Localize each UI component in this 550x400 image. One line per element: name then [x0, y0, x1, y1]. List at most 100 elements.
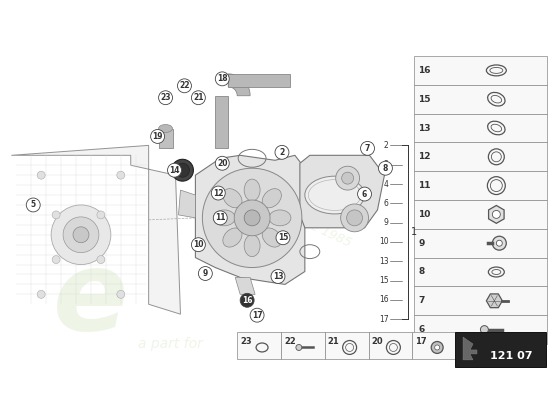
- Circle shape: [361, 142, 375, 155]
- Text: 20: 20: [371, 337, 383, 346]
- Circle shape: [340, 204, 368, 232]
- Circle shape: [276, 231, 290, 245]
- Circle shape: [151, 130, 164, 143]
- Text: 15: 15: [379, 276, 388, 285]
- Polygon shape: [235, 278, 255, 294]
- Circle shape: [234, 200, 270, 236]
- Circle shape: [52, 211, 60, 219]
- Circle shape: [202, 168, 302, 268]
- Circle shape: [117, 171, 125, 179]
- Text: 16: 16: [379, 295, 388, 304]
- Text: 13: 13: [418, 124, 431, 132]
- Bar: [237, 332, 281, 359]
- Text: 17: 17: [415, 337, 427, 346]
- Text: 2: 2: [384, 141, 388, 150]
- Circle shape: [37, 171, 45, 179]
- Text: 8: 8: [418, 268, 425, 276]
- Bar: [412, 332, 456, 359]
- Bar: [414, 171, 547, 200]
- Circle shape: [215, 72, 229, 86]
- Ellipse shape: [262, 228, 282, 247]
- Text: 12: 12: [213, 188, 223, 198]
- Circle shape: [73, 227, 89, 243]
- Bar: [414, 229, 547, 258]
- Text: 21: 21: [328, 337, 339, 346]
- Ellipse shape: [305, 176, 365, 214]
- Polygon shape: [12, 145, 180, 314]
- Circle shape: [275, 145, 289, 159]
- Text: 7: 7: [365, 144, 370, 153]
- Ellipse shape: [262, 189, 282, 208]
- Polygon shape: [228, 74, 290, 87]
- Text: 4: 4: [383, 180, 388, 188]
- Text: 121 07: 121 07: [490, 351, 532, 361]
- Circle shape: [431, 342, 443, 354]
- Circle shape: [358, 187, 371, 201]
- Text: 6: 6: [383, 199, 388, 208]
- Circle shape: [211, 186, 226, 200]
- Bar: [414, 85, 547, 114]
- Circle shape: [172, 159, 194, 181]
- Circle shape: [97, 211, 105, 219]
- Ellipse shape: [244, 179, 260, 201]
- Text: a part for: a part for: [138, 337, 203, 351]
- Text: 23: 23: [240, 337, 252, 346]
- Circle shape: [434, 345, 439, 350]
- Ellipse shape: [223, 228, 242, 247]
- Text: 21: 21: [193, 93, 204, 102]
- Text: 6: 6: [362, 190, 367, 198]
- Ellipse shape: [213, 210, 235, 226]
- Text: 9: 9: [203, 269, 208, 278]
- Text: 14: 14: [169, 166, 180, 175]
- Circle shape: [336, 166, 360, 190]
- Bar: [414, 56, 547, 85]
- Bar: [414, 258, 547, 286]
- Circle shape: [117, 290, 125, 298]
- Circle shape: [244, 210, 260, 226]
- Circle shape: [296, 344, 302, 350]
- Circle shape: [199, 266, 212, 280]
- Circle shape: [480, 326, 488, 334]
- Bar: [414, 200, 547, 229]
- Circle shape: [63, 217, 99, 253]
- Polygon shape: [463, 337, 477, 360]
- Text: 9: 9: [418, 239, 425, 248]
- Circle shape: [213, 211, 227, 225]
- Circle shape: [250, 308, 264, 322]
- Circle shape: [240, 293, 254, 307]
- Text: 6: 6: [418, 325, 425, 334]
- Bar: [324, 332, 369, 359]
- Circle shape: [178, 79, 191, 93]
- Text: 20: 20: [217, 159, 228, 168]
- Text: 22: 22: [179, 81, 190, 90]
- Text: 16: 16: [418, 66, 431, 75]
- Text: since 1985: since 1985: [286, 210, 354, 250]
- Circle shape: [492, 210, 500, 218]
- Text: 18: 18: [217, 74, 228, 83]
- Ellipse shape: [244, 235, 260, 257]
- Text: 1: 1: [411, 227, 417, 237]
- Text: 22: 22: [284, 337, 296, 346]
- Polygon shape: [158, 128, 173, 148]
- Text: 3: 3: [383, 160, 388, 169]
- Text: 17: 17: [379, 315, 388, 324]
- Circle shape: [492, 236, 507, 250]
- Circle shape: [158, 91, 173, 105]
- Circle shape: [342, 172, 354, 184]
- Text: 16: 16: [242, 296, 252, 305]
- Circle shape: [191, 238, 205, 252]
- Text: 11: 11: [215, 213, 226, 222]
- Text: 7: 7: [418, 296, 425, 305]
- Text: e: e: [53, 246, 129, 353]
- Polygon shape: [488, 206, 504, 223]
- Bar: [281, 332, 324, 359]
- Polygon shape: [179, 190, 195, 218]
- Bar: [414, 142, 547, 171]
- Text: 17: 17: [252, 311, 262, 320]
- Ellipse shape: [158, 124, 173, 132]
- Circle shape: [26, 198, 40, 212]
- Circle shape: [271, 270, 285, 284]
- Text: 15: 15: [278, 233, 288, 242]
- Polygon shape: [486, 294, 502, 308]
- Text: 8: 8: [383, 164, 388, 173]
